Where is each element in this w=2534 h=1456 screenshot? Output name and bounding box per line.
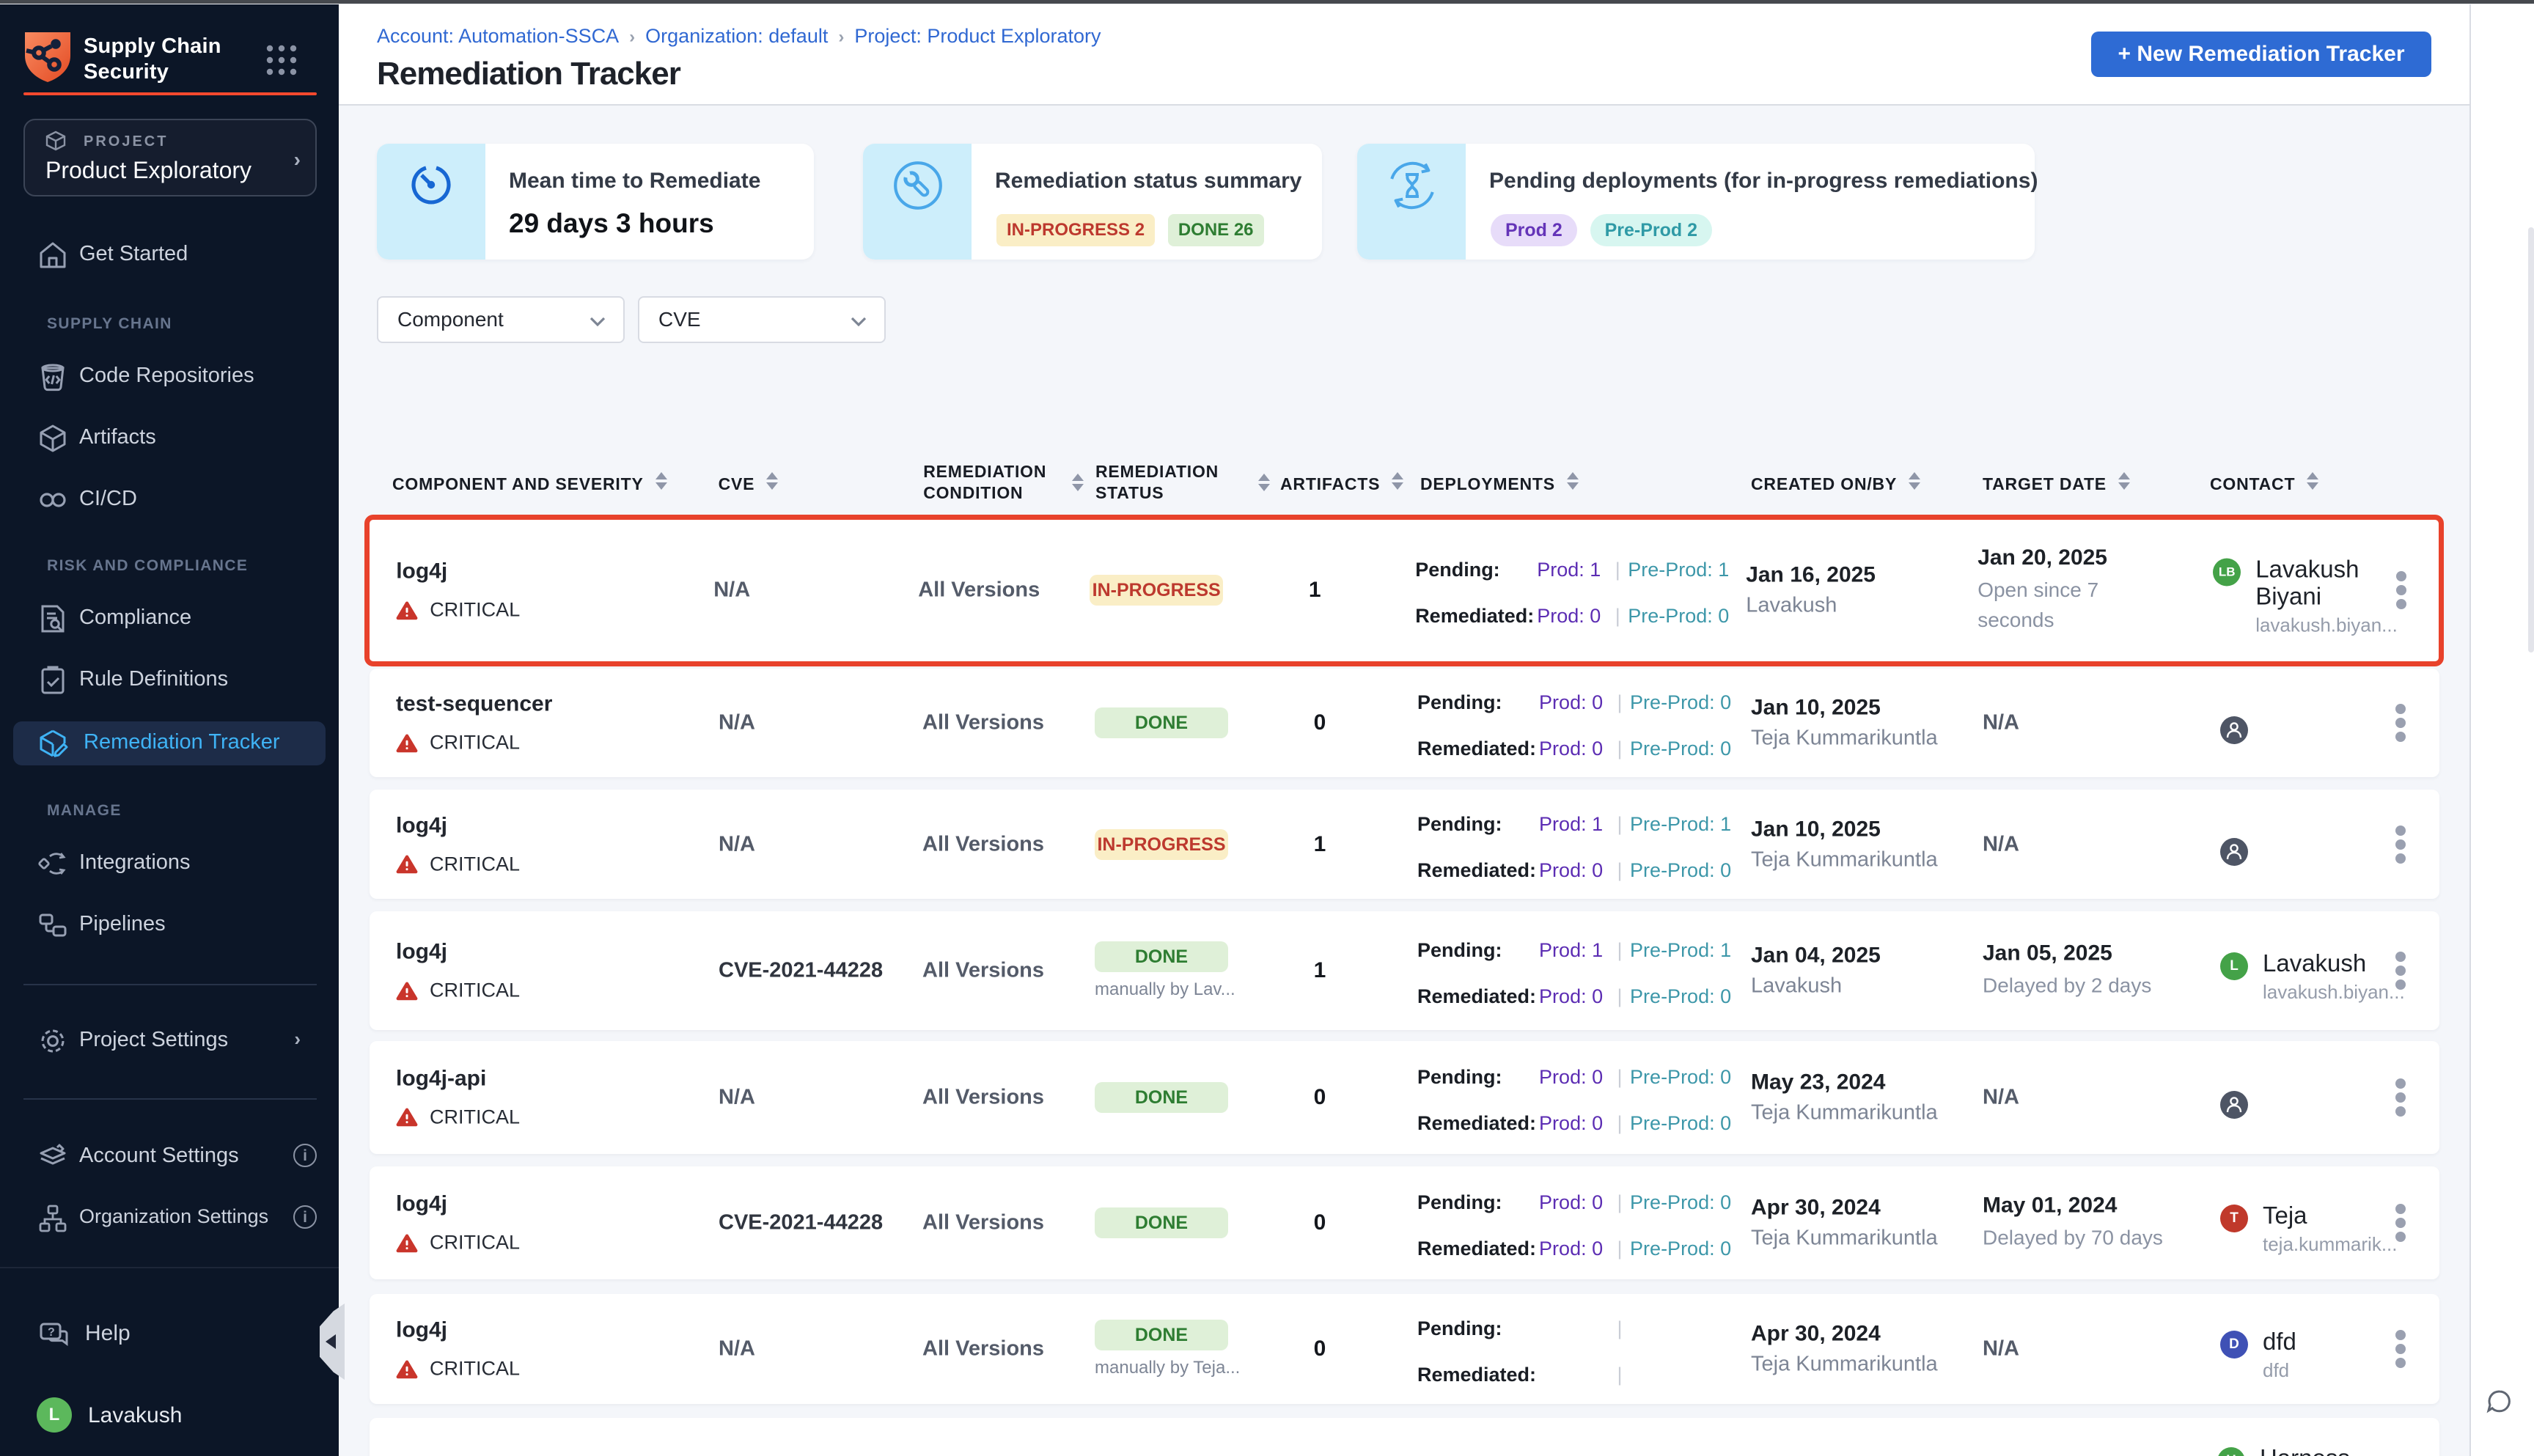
svg-text:?: ? (48, 1326, 55, 1339)
